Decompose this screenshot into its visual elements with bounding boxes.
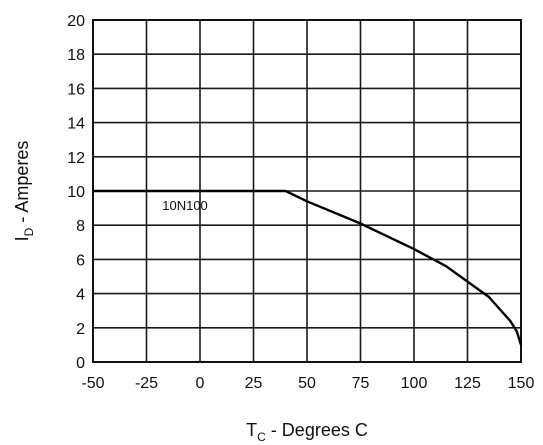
- y-axis-label: ID - Amperes: [12, 141, 36, 242]
- series-label-10n100: 10N100: [162, 198, 208, 213]
- y-tick-label: 20: [67, 13, 85, 30]
- x-tick-label: 75: [352, 375, 370, 392]
- y-tick-labels: 0 2 4 6 8 10 12 14 16 18 20: [67, 13, 85, 372]
- y-tick-label: 6: [76, 252, 85, 269]
- x-tick-label: -50: [81, 375, 104, 392]
- y-tick-label: 4: [76, 287, 85, 304]
- x-tick-label: 125: [454, 375, 481, 392]
- x-tick-label: 0: [196, 375, 205, 392]
- y-tick-label: 18: [67, 47, 85, 64]
- series-line-10n100: [93, 189, 523, 346]
- y-tick-label: 14: [67, 116, 85, 133]
- x-tick-label: 150: [508, 375, 535, 392]
- x-axis-label: TC - Degrees C: [246, 420, 368, 444]
- series-group: [93, 189, 523, 346]
- x-tick-label: -25: [135, 375, 158, 392]
- x-tick-label: 100: [401, 375, 428, 392]
- y-tick-label: 16: [67, 81, 85, 98]
- y-tick-label: 12: [67, 150, 85, 167]
- y-tick-label: 8: [76, 218, 85, 235]
- x-tick-label: 50: [298, 375, 316, 392]
- chart-grid: [92, 19, 522, 363]
- y-tick-label: 0: [76, 355, 85, 372]
- y-tick-label: 2: [76, 321, 85, 338]
- x-tick-labels: -50 -25 0 25 50 75 100 125 150: [81, 375, 534, 392]
- y-tick-label: 10: [67, 184, 85, 201]
- x-tick-label: 25: [245, 375, 263, 392]
